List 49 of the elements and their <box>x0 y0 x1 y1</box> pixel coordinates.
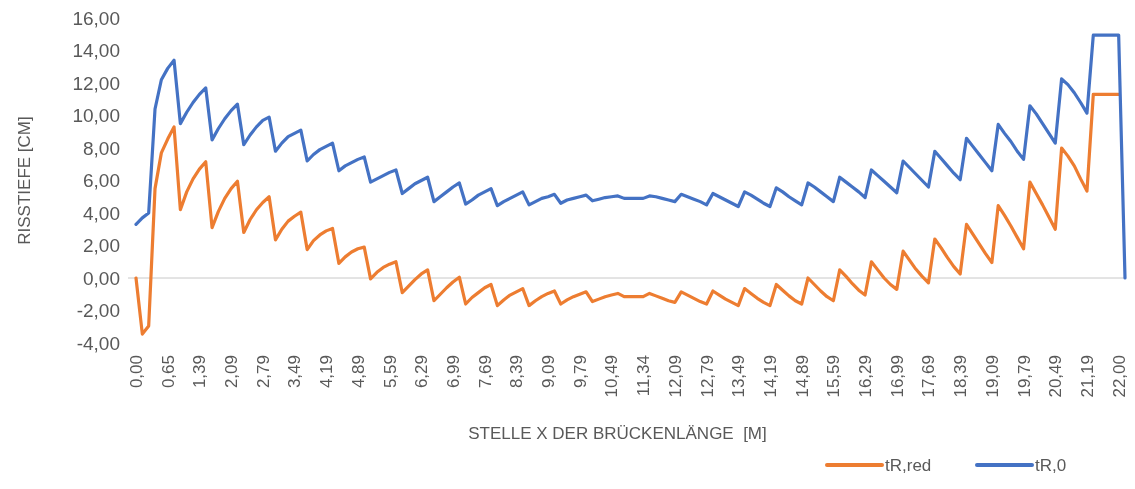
x-tick-label: 20,49 <box>1046 355 1066 398</box>
x-tick-label: 7,69 <box>475 355 495 389</box>
x-tick-label: 1,39 <box>190 355 210 389</box>
legend-label: tR,red <box>885 456 932 475</box>
y-tick-label: 4,00 <box>83 202 120 224</box>
x-tick-label: 5,59 <box>380 355 400 389</box>
y-tick-label: 16,00 <box>72 7 120 29</box>
x-tick-label: 3,49 <box>285 355 305 389</box>
y-tick-label: -4,00 <box>76 332 120 354</box>
y-tick-label: 6,00 <box>83 170 120 192</box>
x-tick-label: 16,99 <box>887 355 907 398</box>
x-tick-label: 13,49 <box>729 355 749 398</box>
x-tick-label: 2,09 <box>222 355 242 389</box>
y-tick-label: 2,00 <box>83 235 120 257</box>
x-tick-label: 9,09 <box>539 355 559 389</box>
x-tick-label: 10,49 <box>602 355 622 398</box>
x-tick-label: 14,19 <box>760 355 780 398</box>
x-axis-title: STELLE X DER BRÜCKENLÄNGE [M] <box>468 424 767 443</box>
legend-label: tR,0 <box>1035 456 1067 475</box>
x-tick-label: 4,19 <box>317 355 337 389</box>
x-tick-label: 0,65 <box>158 355 178 389</box>
y-tick-label: 8,00 <box>83 137 120 159</box>
x-tick-label: 19,79 <box>1014 355 1034 398</box>
x-tick-label: 18,39 <box>951 355 971 398</box>
x-tick-label: 12,09 <box>665 355 685 398</box>
x-tick-label: 12,79 <box>697 355 717 398</box>
x-tick-label: 16,29 <box>856 355 876 398</box>
x-tick-label: 6,99 <box>443 355 463 389</box>
x-tick-label: 6,29 <box>412 355 432 389</box>
x-tick-label: 17,69 <box>919 355 939 398</box>
y-tick-label: -2,00 <box>76 300 120 322</box>
y-tick-label: 14,00 <box>72 40 120 62</box>
x-tick-label: 14,89 <box>792 355 812 398</box>
x-tick-label: 8,39 <box>507 355 527 389</box>
x-tick-label: 11,34 <box>634 355 654 397</box>
line-series <box>134 33 1127 280</box>
x-tick-label: 22,00 <box>1109 355 1129 398</box>
x-tick-label: 4,89 <box>348 355 368 389</box>
x-tick-label: 21,19 <box>1077 355 1097 398</box>
x-tick-label: 19,09 <box>982 355 1002 398</box>
y-tick-label: 10,00 <box>72 105 120 127</box>
y-tick-label: 0,00 <box>83 267 120 289</box>
line-series <box>134 92 1121 336</box>
x-tick-label: 0,00 <box>126 355 146 389</box>
y-tick-label: 12,00 <box>72 72 120 94</box>
x-tick-label: 9,79 <box>570 355 590 389</box>
x-tick-label: 2,79 <box>253 355 273 389</box>
y-axis-title: RISSTIEFE [CM] <box>15 116 34 245</box>
x-tick-label: 15,59 <box>824 355 844 398</box>
